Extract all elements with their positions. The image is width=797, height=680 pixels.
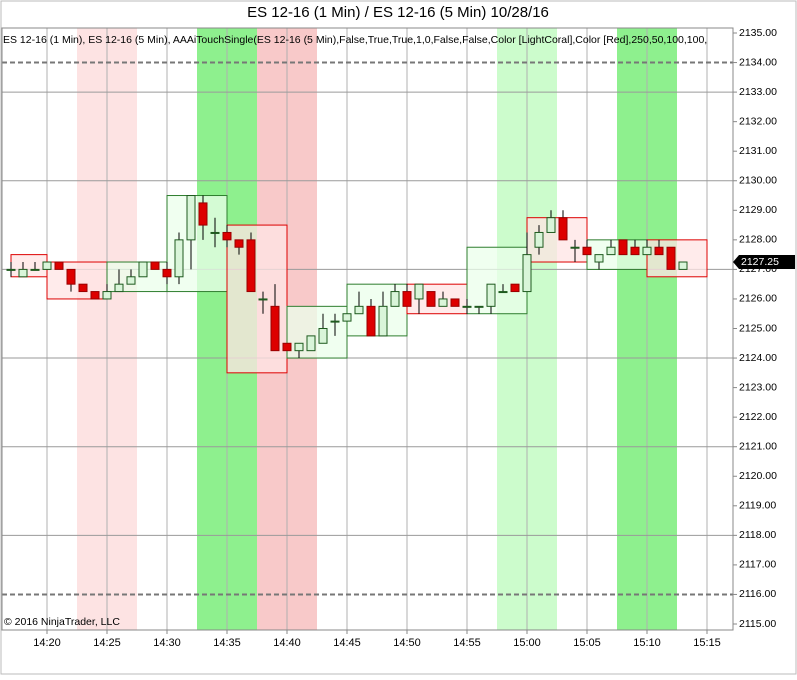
y-tick-label: 2117.00 xyxy=(739,559,776,571)
candle-body xyxy=(66,268,76,285)
five-min-bar xyxy=(646,239,708,278)
x-tick-label: 15:00 xyxy=(513,637,541,649)
candle-body xyxy=(162,268,172,278)
last-price-label: 2127.25 xyxy=(741,256,779,268)
candle-body xyxy=(366,305,376,337)
candle-body xyxy=(558,217,568,241)
candle-body xyxy=(666,246,676,270)
x-tick-label: 14:50 xyxy=(393,637,421,649)
candle-body xyxy=(378,305,388,337)
candle-body xyxy=(438,298,448,307)
candle-body xyxy=(582,246,592,256)
candle-body xyxy=(222,231,232,241)
candle-body xyxy=(198,202,208,226)
last-price-marker xyxy=(733,255,795,270)
candle-body xyxy=(594,254,604,263)
y-tick-label: 2135.00 xyxy=(739,27,777,39)
candle-body xyxy=(258,298,268,301)
candle-body xyxy=(450,298,460,307)
candle-body xyxy=(474,305,484,308)
candle-body xyxy=(462,305,472,308)
candle-body xyxy=(18,268,28,278)
candle-body xyxy=(642,246,652,256)
copyright: © 2016 NinjaTrader, LLC xyxy=(4,616,120,628)
x-tick-label: 14:40 xyxy=(273,637,301,649)
candle-body xyxy=(354,305,364,315)
candle-body xyxy=(126,276,136,285)
x-tick-label: 15:15 xyxy=(693,637,721,649)
candle-body xyxy=(498,291,508,294)
candle-body xyxy=(294,342,304,352)
candle-body xyxy=(510,283,520,293)
candle-body xyxy=(102,291,112,300)
five-min-bar xyxy=(10,254,48,278)
candle-body xyxy=(570,246,580,249)
y-tick-label: 2120.00 xyxy=(739,470,777,482)
chart-title: ES 12-16 (1 Min) / ES 12-16 (5 Min) 10/2… xyxy=(247,4,549,21)
candle-body xyxy=(618,239,628,256)
candle-body xyxy=(210,231,220,234)
y-tick-label: 2129.00 xyxy=(739,204,777,216)
candle-body xyxy=(342,313,352,322)
candle-body xyxy=(534,231,544,248)
candle-body xyxy=(318,328,328,344)
y-tick-label: 2130.00 xyxy=(739,175,777,187)
candle-body xyxy=(630,246,640,256)
candle-body xyxy=(186,195,196,241)
x-tick-label: 15:10 xyxy=(633,637,661,649)
candle-body xyxy=(90,291,100,300)
candle-body xyxy=(270,305,280,352)
candle-body xyxy=(6,268,16,271)
candle-body xyxy=(546,217,556,233)
y-tick-label: 2124.00 xyxy=(739,352,777,364)
candle-body xyxy=(114,283,124,293)
y-tick-label: 2134.00 xyxy=(739,56,777,68)
candle-body xyxy=(234,239,244,248)
y-tick-label: 2121.00 xyxy=(739,440,777,452)
candle-body xyxy=(78,283,88,293)
y-tick-label: 2128.00 xyxy=(739,234,777,246)
five-min-bar xyxy=(466,246,528,315)
y-tick-label: 2131.00 xyxy=(739,145,777,157)
plot-area xyxy=(2,28,733,630)
y-tick-label: 2118.00 xyxy=(739,529,776,541)
x-tick-label: 14:45 xyxy=(333,637,361,649)
x-tick-label: 14:35 xyxy=(213,637,241,649)
candle-body xyxy=(414,283,424,300)
candle-body xyxy=(402,291,412,307)
y-tick-label: 2133.00 xyxy=(739,86,777,98)
x-tick-label: 14:25 xyxy=(93,637,121,649)
candle-body xyxy=(54,261,64,270)
candle-body xyxy=(654,246,664,256)
x-tick-label: 14:20 xyxy=(33,637,61,649)
candle-body xyxy=(330,320,340,323)
y-tick-label: 2126.00 xyxy=(739,293,777,305)
candle-body xyxy=(426,291,436,307)
candle-body xyxy=(678,261,688,270)
candle-body xyxy=(282,342,292,352)
candle-body xyxy=(522,254,532,293)
y-tick-label: 2132.00 xyxy=(739,115,777,127)
candle-body xyxy=(174,239,184,278)
candle-body xyxy=(486,283,496,307)
y-tick-label: 2125.00 xyxy=(739,322,777,334)
candle-body xyxy=(306,335,316,352)
x-tick-label: 15:05 xyxy=(573,637,601,649)
y-tick-label: 2123.00 xyxy=(739,381,777,393)
y-tick-label: 2116.00 xyxy=(739,588,776,600)
x-tick-label: 14:30 xyxy=(153,637,181,649)
y-tick-label: 2115.00 xyxy=(739,618,776,630)
candle-body xyxy=(150,261,160,270)
candle-body xyxy=(606,246,616,256)
candle-body xyxy=(390,291,400,307)
candle-body xyxy=(138,261,148,278)
candle-body xyxy=(30,268,40,271)
y-tick-label: 2122.00 xyxy=(739,411,777,423)
x-tick-label: 14:55 xyxy=(453,637,481,649)
candle-body xyxy=(246,239,256,293)
y-tick-label: 2119.00 xyxy=(739,500,776,512)
indicator-label: ES 12-16 (1 Min), ES 12-16 (5 Min), AAAi… xyxy=(3,34,707,46)
candle-body xyxy=(42,261,52,270)
